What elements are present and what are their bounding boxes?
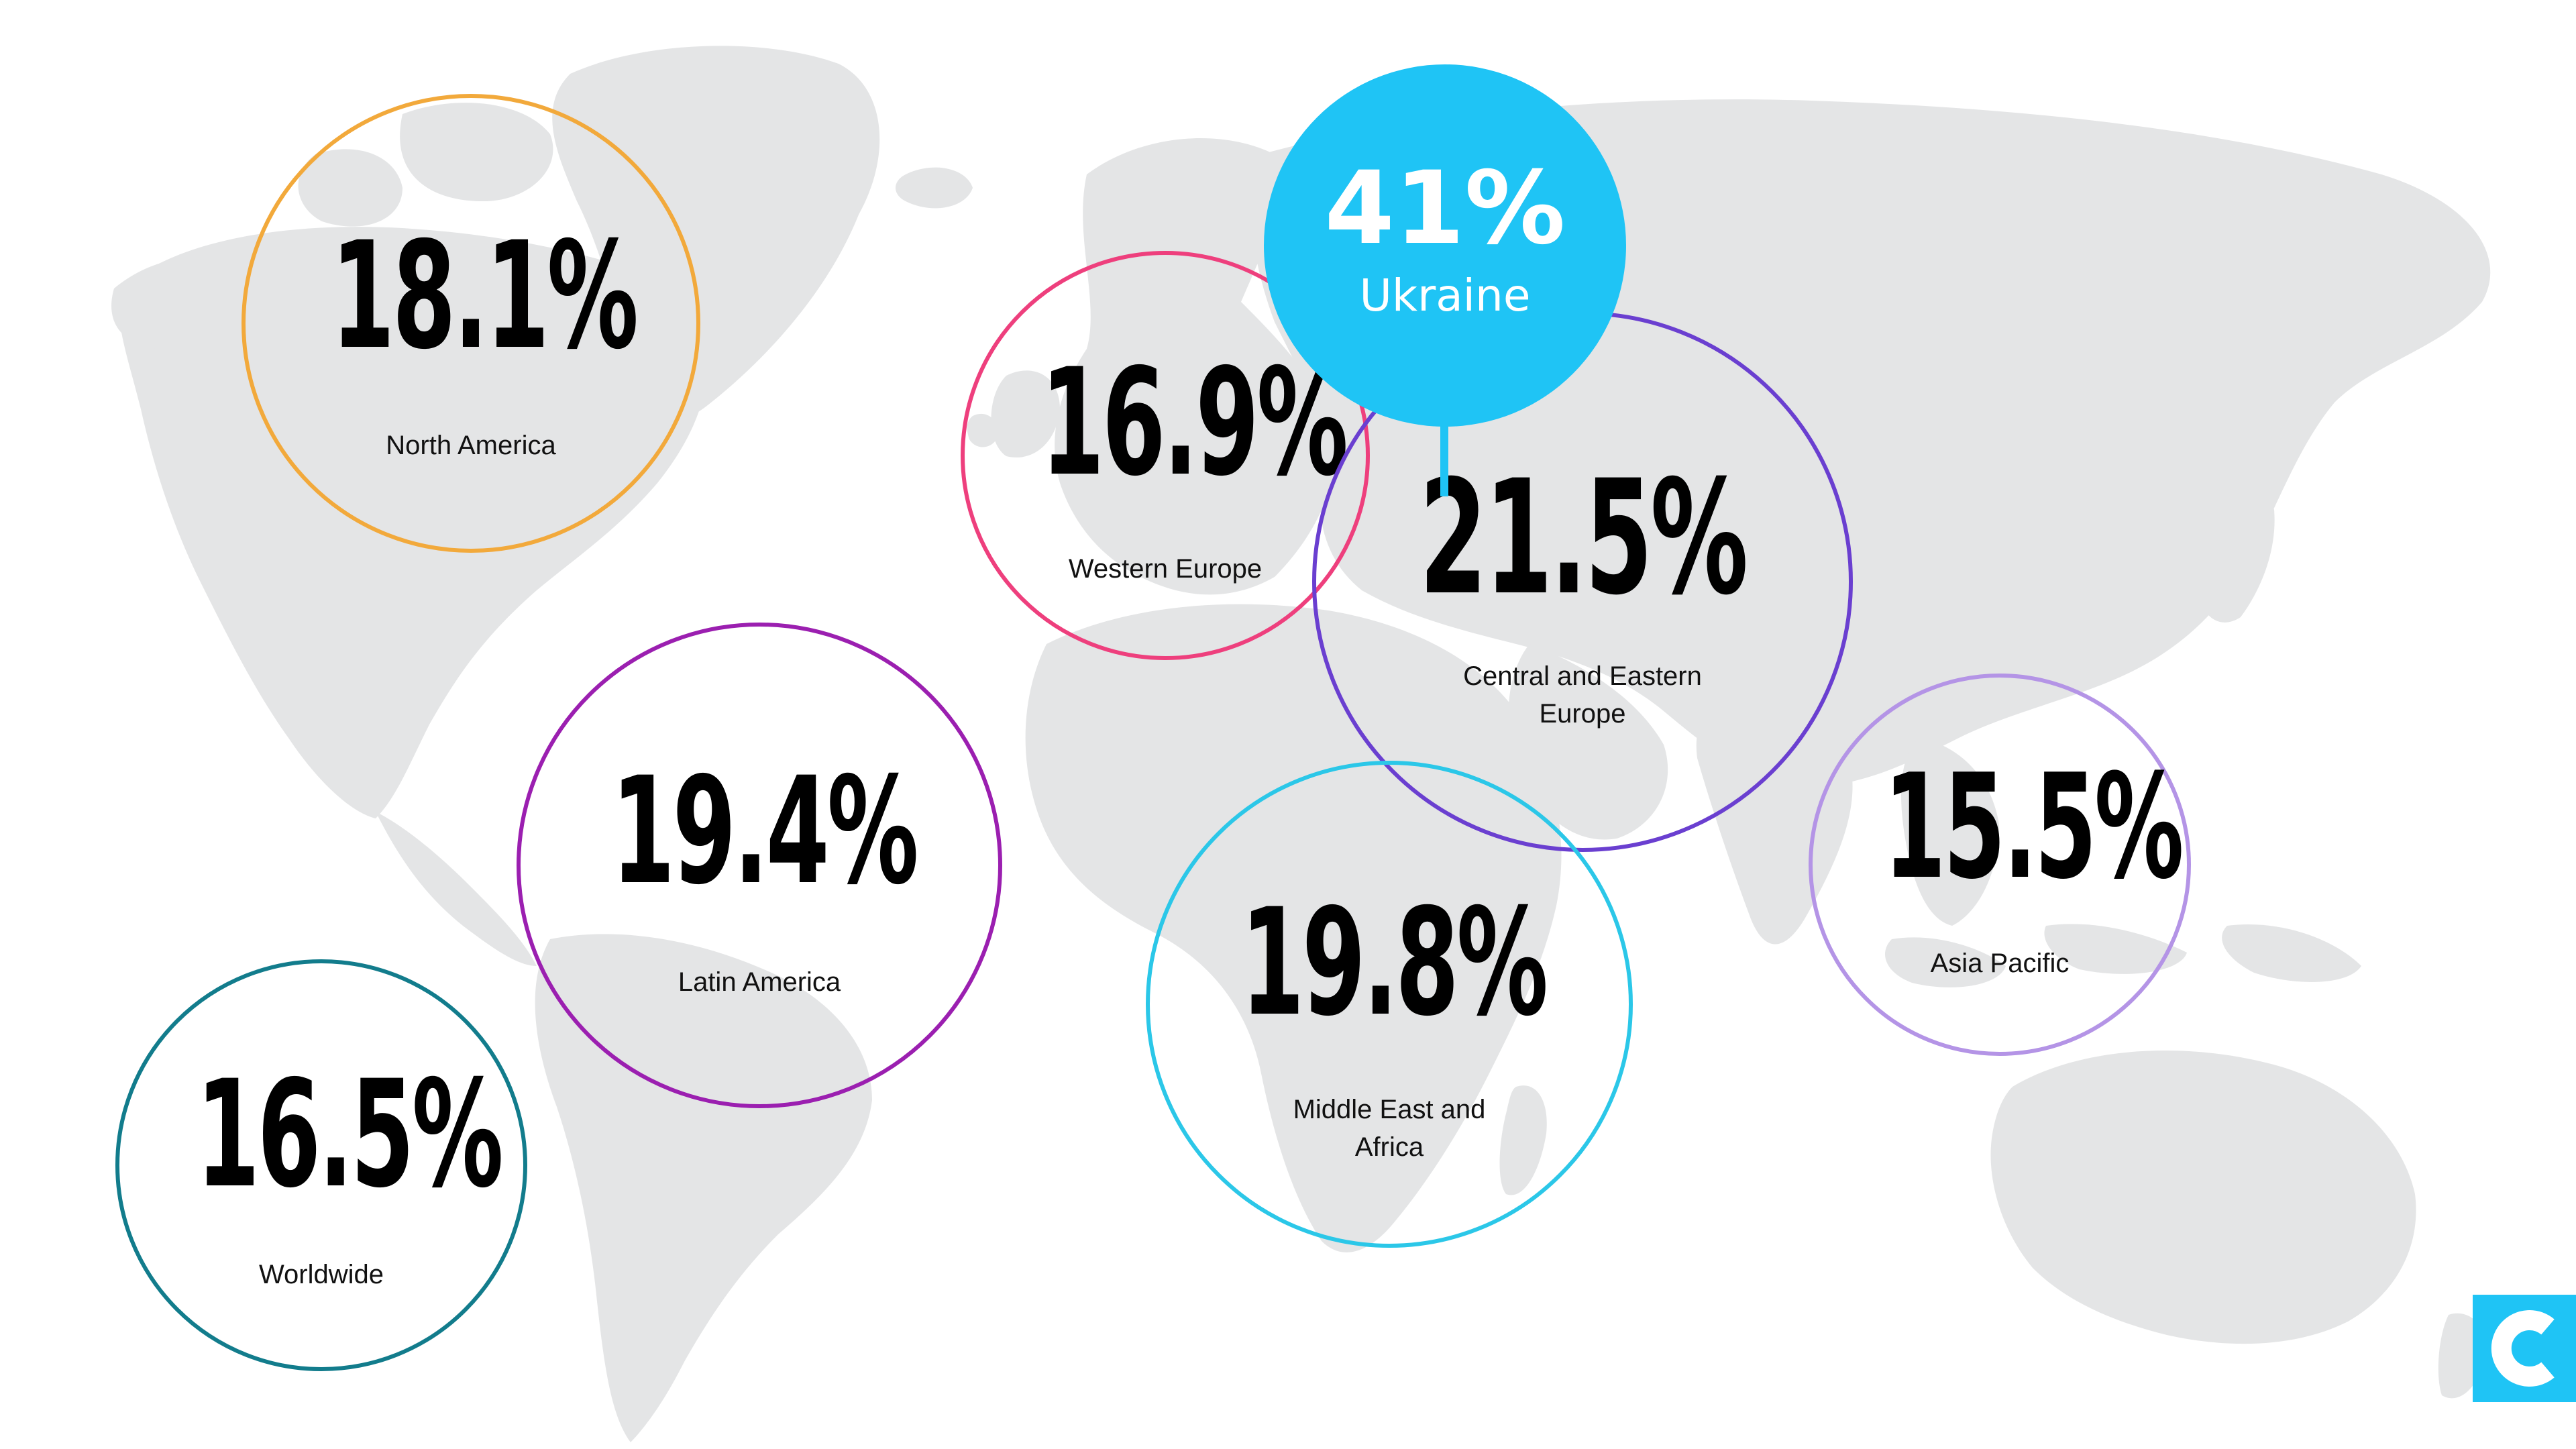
ukraine-value: 41% (1324, 150, 1566, 267)
region-value: 16.9% (1040, 337, 1348, 508)
region-bubble-latin-america: 19.4% Latin America (517, 623, 1002, 1108)
region-bubble-central-eastern-europe: 21.5% Central and Eastern Europe (1312, 311, 1853, 852)
region-bubble-western-europe: 16.9% Western Europe (961, 251, 1370, 660)
region-label: Asia Pacific (1930, 949, 2070, 978)
region-value: 15.5% (1884, 743, 2184, 911)
c-logo-icon (2491, 1310, 2555, 1387)
region-value: 18.1% (331, 210, 639, 382)
region-label: Western Europe (1068, 554, 1263, 584)
ukraine-label: Ukraine (1359, 270, 1531, 321)
region-bubble-worldwide: 16.5% Worldwide (115, 959, 527, 1371)
region-label: Latin America (678, 967, 841, 997)
region-bubble-north-america: 18.1% North America (241, 94, 700, 553)
region-bubble-middle-east-africa: 19.8% Middle East and Africa (1146, 761, 1633, 1248)
ukraine-highlight-bubble: 41% Ukraine (1264, 64, 1626, 427)
region-label: Middle East and Africa (1293, 1095, 1486, 1162)
region-value: 21.5% (1419, 447, 1749, 630)
region-bubble-asia-pacific: 15.5% Asia Pacific (1809, 674, 2191, 1056)
region-label: North America (386, 431, 556, 460)
region-value: 19.4% (611, 745, 918, 917)
brand-logo (2473, 1295, 2576, 1402)
region-value: 16.5% (196, 1049, 503, 1220)
ukraine-pointer (1440, 406, 1448, 496)
region-value: 19.8% (1240, 877, 1548, 1049)
region-label: Worldwide (259, 1260, 384, 1289)
region-label: Central and Eastern Europe (1463, 661, 1702, 729)
